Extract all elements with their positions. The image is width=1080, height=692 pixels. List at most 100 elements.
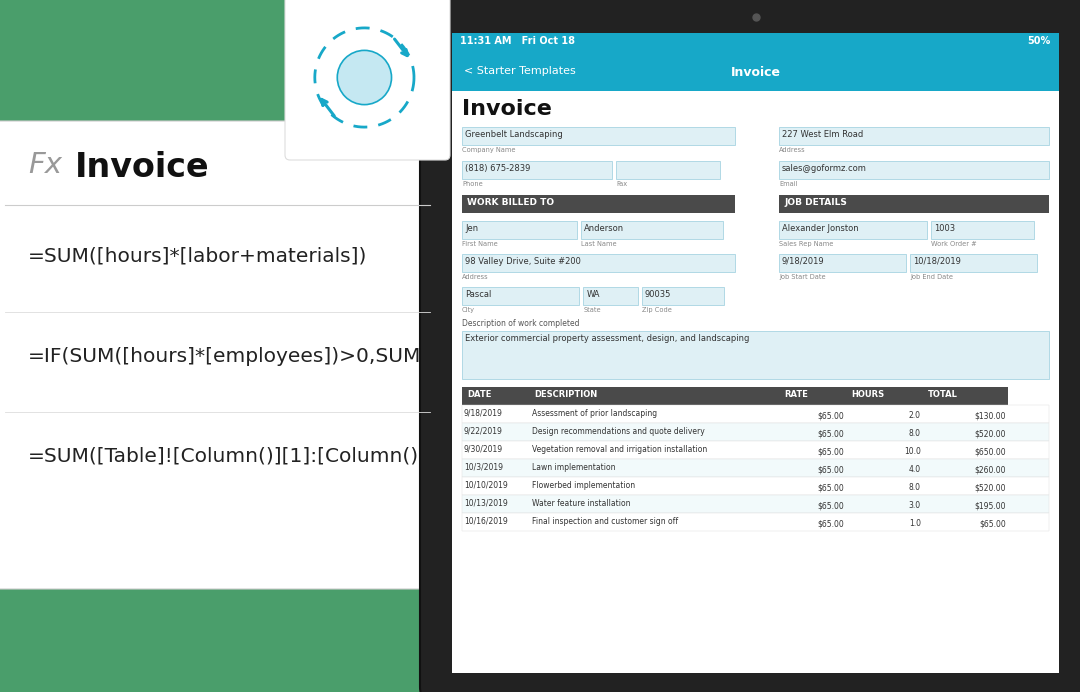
Bar — [779, 195, 1049, 213]
Text: =SUM([Table]![Column()][1]:[Column(): =SUM([Table]![Column()][1]:[Column() — [28, 447, 419, 466]
Text: Alexander Jonston: Alexander Jonston — [782, 224, 859, 233]
Text: 2.0: 2.0 — [908, 412, 921, 421]
Text: Flowerbed implementation: Flowerbed implementation — [531, 481, 635, 490]
Bar — [462, 423, 1049, 441]
Text: Exterior commercial property assessment, design, and landscaping: Exterior commercial property assessment,… — [465, 334, 750, 343]
Text: DESCRIPTION: DESCRIPTION — [535, 390, 597, 399]
Bar — [922, 387, 1008, 405]
Text: Jen: Jen — [465, 224, 478, 233]
Text: 4.0: 4.0 — [908, 466, 921, 475]
Text: State: State — [583, 307, 600, 313]
FancyBboxPatch shape — [420, 0, 1080, 692]
Text: 98 Valley Drive, Suite #200: 98 Valley Drive, Suite #200 — [465, 257, 581, 266]
Text: $65.00: $65.00 — [980, 520, 1005, 529]
Text: 9/18/2019: 9/18/2019 — [464, 409, 503, 418]
Text: 9/30/2019: 9/30/2019 — [464, 445, 503, 454]
Text: Job Start Date: Job Start Date — [779, 274, 825, 280]
Text: $260.00: $260.00 — [974, 466, 1005, 475]
Text: 10/10/2019: 10/10/2019 — [464, 481, 508, 490]
Bar — [583, 287, 638, 305]
Text: $520.00: $520.00 — [974, 484, 1005, 493]
Text: $65.00: $65.00 — [818, 466, 845, 475]
Text: Phone: Phone — [462, 181, 483, 187]
Bar — [847, 387, 922, 405]
Text: Invoice: Invoice — [75, 151, 210, 184]
Bar — [462, 477, 1049, 495]
Text: Address: Address — [462, 274, 488, 280]
Bar — [529, 387, 779, 405]
Text: DATE: DATE — [467, 390, 491, 399]
Text: Invoice: Invoice — [462, 99, 552, 119]
Text: Vegetation removal and irrigation installation: Vegetation removal and irrigation instal… — [531, 445, 706, 454]
Text: =SUM([hours]*[labor+materials]): =SUM([hours]*[labor+materials]) — [28, 247, 367, 266]
Text: 50%: 50% — [1028, 36, 1051, 46]
Text: WA: WA — [586, 290, 599, 299]
Bar — [462, 127, 735, 145]
Text: 8.0: 8.0 — [908, 484, 921, 493]
Text: Design recommendations and quote delivery: Design recommendations and quote deliver… — [531, 427, 704, 436]
Bar — [462, 161, 612, 179]
Bar — [462, 387, 529, 405]
Text: JOB DETAILS: JOB DETAILS — [784, 198, 847, 207]
Text: 9/22/2019: 9/22/2019 — [464, 427, 503, 436]
Text: Assessment of prior landscaping: Assessment of prior landscaping — [531, 409, 657, 418]
Text: Email: Email — [779, 181, 797, 187]
Bar — [462, 405, 1049, 423]
Text: $65.00: $65.00 — [818, 520, 845, 529]
Text: $65.00: $65.00 — [818, 484, 845, 493]
Bar — [462, 513, 1049, 531]
Bar — [779, 221, 928, 239]
Text: Description of work completed: Description of work completed — [462, 319, 580, 328]
Text: $520.00: $520.00 — [974, 430, 1005, 439]
Text: 10.0: 10.0 — [904, 448, 921, 457]
Text: 90035: 90035 — [645, 290, 672, 299]
Bar — [779, 161, 1049, 179]
Bar — [453, 61, 1059, 91]
Text: 10/3/2019: 10/3/2019 — [464, 463, 503, 472]
Text: $650.00: $650.00 — [974, 448, 1005, 457]
Bar — [642, 287, 724, 305]
Bar — [462, 495, 1049, 513]
Text: TOTAL: TOTAL — [928, 390, 958, 399]
Bar — [462, 331, 1049, 379]
Bar — [462, 221, 577, 239]
Text: 3.0: 3.0 — [908, 502, 921, 511]
Text: City: City — [462, 307, 475, 313]
Text: Zip Code: Zip Code — [642, 307, 672, 313]
Text: $65.00: $65.00 — [818, 430, 845, 439]
Text: Fx: Fx — [28, 151, 62, 179]
Text: $65.00: $65.00 — [818, 412, 845, 421]
Bar — [462, 195, 735, 213]
Text: 1.0: 1.0 — [908, 520, 921, 529]
Bar — [453, 33, 1059, 61]
Text: (818) 675-2839: (818) 675-2839 — [465, 164, 530, 173]
Text: sales@goformz.com: sales@goformz.com — [782, 164, 867, 173]
Bar — [462, 459, 1049, 477]
Text: 8.0: 8.0 — [908, 430, 921, 439]
Text: Address: Address — [779, 147, 806, 153]
Text: $195.00: $195.00 — [974, 502, 1005, 511]
Text: Last Name: Last Name — [581, 241, 617, 247]
Text: 10/18/2019: 10/18/2019 — [913, 257, 961, 266]
Text: HOURS: HOURS — [851, 390, 885, 399]
Bar — [462, 254, 735, 272]
Text: 10/16/2019: 10/16/2019 — [464, 517, 508, 526]
Text: First Name: First Name — [462, 241, 498, 247]
Text: Invoice: Invoice — [730, 66, 781, 79]
Text: 1003: 1003 — [934, 224, 956, 233]
Text: Work Order #: Work Order # — [931, 241, 977, 247]
Text: < Starter Templates: < Starter Templates — [464, 66, 576, 76]
Text: Job End Date: Job End Date — [909, 274, 953, 280]
Bar — [462, 287, 579, 305]
Bar — [581, 221, 723, 239]
Text: 10/13/2019: 10/13/2019 — [464, 499, 508, 508]
Text: WORK BILLED TO: WORK BILLED TO — [467, 198, 554, 207]
Bar — [779, 254, 906, 272]
Text: 11:31 AM   Fri Oct 18: 11:31 AM Fri Oct 18 — [460, 36, 575, 46]
Bar — [616, 161, 720, 179]
Bar — [462, 441, 1049, 459]
Text: $130.00: $130.00 — [974, 412, 1005, 421]
Text: Pascal: Pascal — [465, 290, 491, 299]
Circle shape — [337, 51, 392, 104]
Bar — [909, 254, 1037, 272]
